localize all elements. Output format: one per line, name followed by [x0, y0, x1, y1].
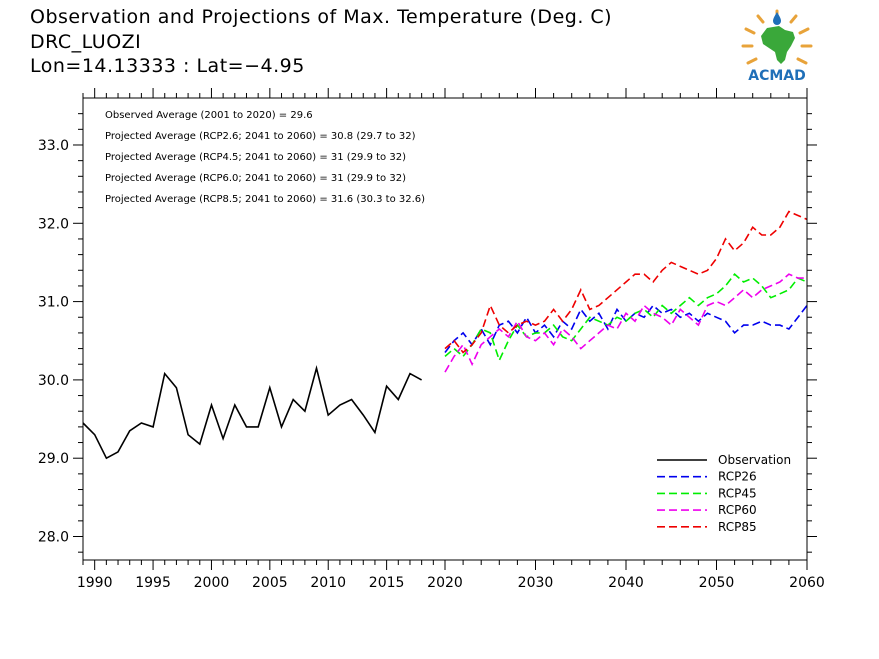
plot-frame	[82, 97, 808, 561]
series-line-rcp60	[444, 273, 807, 373]
legend-label: RCP26	[718, 470, 757, 484]
legend-label: RCP45	[718, 486, 757, 500]
y-tick-label: 28.0	[38, 530, 69, 546]
y-tick-label: 32.0	[38, 216, 69, 232]
series-lines	[82, 210, 808, 460]
legend: Observation RCP26 RCP45 RCP60 RCP85	[657, 453, 791, 534]
annotation-text: Projected Average (RCP2.6; 2041 to 2060)…	[105, 131, 416, 142]
legend-label: Observation	[718, 453, 791, 467]
axis-ticks	[73, 88, 817, 570]
water-drop-icon	[773, 12, 781, 25]
x-tick-label: 2050	[699, 575, 735, 591]
series-line-rcp45	[444, 273, 808, 363]
y-tick-label: 30.0	[38, 373, 69, 389]
series-line-rcp26	[444, 304, 808, 353]
y-tick-label: 33.0	[38, 138, 69, 154]
x-tick-label: 1995	[135, 575, 171, 591]
annotation-text: Projected Average (RCP6.0; 2041 to 2060)…	[105, 173, 406, 184]
acmad-logo-icon: ACMAD	[741, 9, 813, 84]
chart-title-line-3: Lon=14.13333 : Lat=−4.95	[30, 55, 305, 77]
x-tick-label: 2015	[369, 575, 405, 591]
annotation-text: Observed Average (2001 to 2020) = 29.6	[105, 110, 313, 121]
logo-text: ACMAD	[748, 68, 806, 84]
series-line-rcp85	[444, 210, 808, 354]
y-tick-label: 29.0	[38, 451, 69, 467]
x-tick-label: 2040	[608, 575, 644, 591]
legend-label: RCP60	[718, 503, 757, 517]
x-tick-label: 2060	[789, 575, 825, 591]
x-tick-label: 2010	[310, 575, 346, 591]
annotations: Observed Average (2001 to 2020) = 29.6 Pr…	[105, 110, 425, 205]
africa-map-icon	[761, 26, 795, 64]
x-tick-label: 1990	[77, 575, 113, 591]
axis-tick-labels: 28.0 29.0 30.0 31.0 32.0 33.0 1990 1995 2000 2005…	[38, 138, 825, 591]
y-tick-label: 31.0	[38, 295, 69, 311]
series-line-observation	[82, 365, 422, 460]
x-tick-label: 2005	[252, 575, 288, 591]
annotation-text: Projected Average (RCP4.5; 2041 to 2060)…	[105, 152, 406, 163]
x-tick-label: 2020	[427, 575, 463, 591]
legend-label: RCP85	[718, 520, 757, 534]
x-tick-label: 2000	[194, 575, 230, 591]
chart-title-line-2: DRC_LUOZI	[30, 31, 142, 53]
chart-title-line-1: Observation and Projections of Max. Temp…	[30, 6, 613, 28]
x-tick-label: 2030	[518, 575, 554, 591]
annotation-text: Projected Average (RCP8.5; 2041 to 2060)…	[105, 194, 425, 205]
